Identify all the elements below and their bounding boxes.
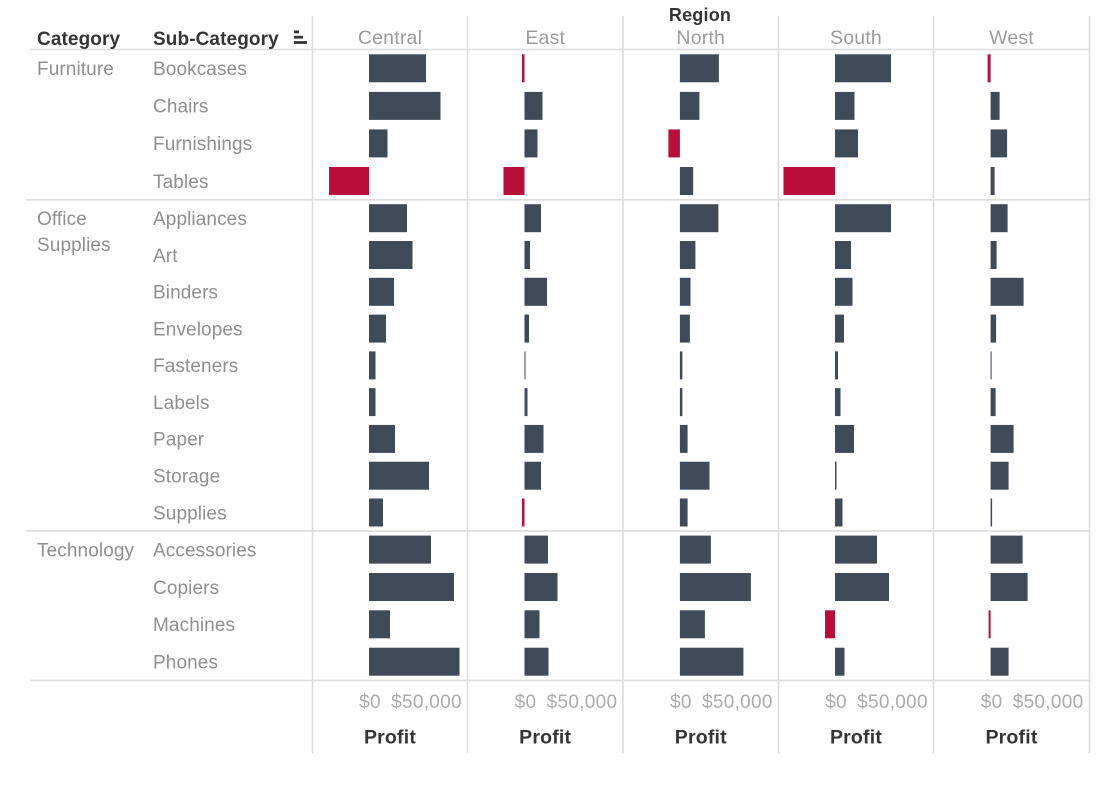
svg-text:Profit: Profit xyxy=(364,727,416,749)
svg-text:Tables: Tables xyxy=(153,172,209,193)
svg-text:Fasteners: Fasteners xyxy=(153,356,238,377)
svg-text:$0: $0 xyxy=(515,692,537,713)
svg-text:$0: $0 xyxy=(359,692,381,713)
svg-text:Phones: Phones xyxy=(153,653,218,674)
svg-text:East: East xyxy=(525,27,565,49)
svg-text:Supplies: Supplies xyxy=(37,235,111,256)
svg-text:Furnishings: Furnishings xyxy=(153,134,252,155)
svg-text:North: North xyxy=(676,27,725,49)
svg-text:Category: Category xyxy=(37,29,120,50)
svg-text:Chairs: Chairs xyxy=(153,97,209,118)
svg-text:Bookcases: Bookcases xyxy=(153,59,247,80)
svg-text:Sub-Category: Sub-Category xyxy=(153,29,279,50)
svg-text:$50,000: $50,000 xyxy=(1013,692,1084,713)
svg-text:Central: Central xyxy=(358,27,422,49)
svg-text:$50,000: $50,000 xyxy=(702,692,773,713)
svg-text:Profit: Profit xyxy=(519,727,571,749)
svg-text:Appliances: Appliances xyxy=(153,209,247,230)
svg-text:Profit: Profit xyxy=(985,727,1037,749)
svg-text:Profit: Profit xyxy=(675,727,727,749)
svg-text:Region: Region xyxy=(669,5,731,25)
svg-text:$0: $0 xyxy=(825,692,847,713)
svg-text:Machines: Machines xyxy=(153,615,235,636)
svg-text:Art: Art xyxy=(153,246,178,267)
svg-text:Storage: Storage xyxy=(153,467,220,488)
svg-text:$0: $0 xyxy=(981,692,1003,713)
svg-text:Technology: Technology xyxy=(37,540,135,561)
svg-text:$50,000: $50,000 xyxy=(547,692,618,713)
svg-text:Binders: Binders xyxy=(153,283,218,304)
svg-text:Profit: Profit xyxy=(830,727,882,749)
svg-text:Paper: Paper xyxy=(153,430,205,451)
svg-text:Copiers: Copiers xyxy=(153,578,219,599)
svg-text:Envelopes: Envelopes xyxy=(153,319,243,340)
svg-text:$50,000: $50,000 xyxy=(391,692,462,713)
svg-text:Accessories: Accessories xyxy=(153,540,257,561)
svg-text:$50,000: $50,000 xyxy=(857,692,928,713)
svg-text:Labels: Labels xyxy=(153,393,210,414)
svg-text:Office: Office xyxy=(37,209,87,230)
svg-text:South: South xyxy=(830,27,882,49)
svg-text:West: West xyxy=(989,27,1034,49)
svg-text:Supplies: Supplies xyxy=(153,503,227,524)
svg-text:$0: $0 xyxy=(670,692,692,713)
svg-text:Furniture: Furniture xyxy=(37,59,114,80)
